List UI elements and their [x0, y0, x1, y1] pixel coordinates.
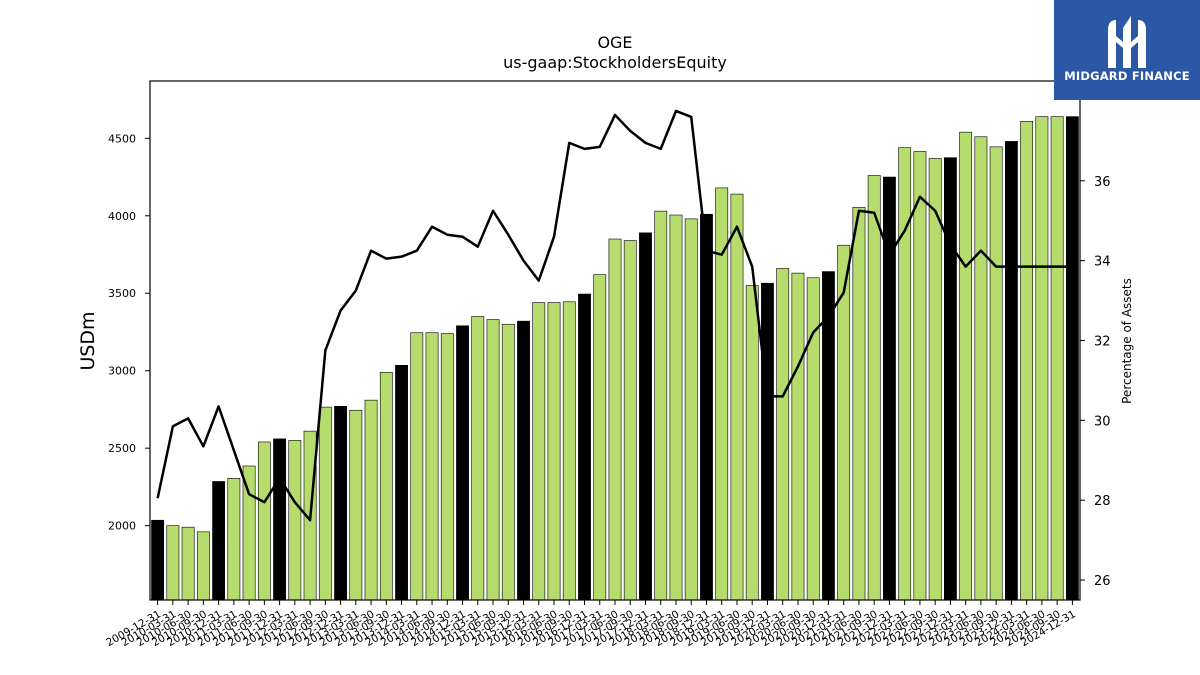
- bar-2014-12-31: [456, 325, 469, 601]
- y2-tick-label: 28: [1094, 494, 1111, 509]
- y2-tick-label: 30: [1094, 414, 1111, 429]
- bar-2013-03-31: [349, 409, 363, 601]
- percentage-line: [156, 109, 1073, 522]
- bar-2010-03-31: [166, 525, 180, 601]
- bar-2018-06-30: [669, 214, 683, 601]
- bar-2016-03-31: [532, 302, 546, 601]
- y-tick-label: 4000: [108, 210, 136, 223]
- y-axis-label: USDm: [77, 311, 99, 370]
- bar-2015-09-30: [501, 323, 515, 601]
- bar-2011-09-30: [257, 441, 271, 601]
- bar-2022-09-30: [928, 158, 942, 601]
- bar-2014-03-31: [410, 332, 424, 601]
- midgard-logo-icon: [1108, 16, 1146, 68]
- bar-2018-03-31: [654, 210, 668, 601]
- y-tick-label: 2000: [108, 520, 136, 533]
- bar-2019-06-30: [730, 193, 744, 601]
- bar-2016-12-31: [578, 293, 591, 601]
- bar-2024-06-30: [1035, 116, 1049, 601]
- bar-2011-06-30: [242, 465, 256, 601]
- x-axis: 2009-12-312010-03-312010-06-302010-09-30…: [104, 600, 1078, 649]
- bar-2024-03-31: [1020, 120, 1034, 601]
- bar-2013-12-31: [395, 364, 408, 601]
- brand-name: MIDGARD FINANCE: [1064, 69, 1190, 83]
- y2-tick-label: 34: [1094, 255, 1111, 270]
- bar-2017-09-30: [623, 240, 637, 601]
- y-axis-left: 2000 2500 3000 3500 4000 4500: [108, 132, 150, 533]
- bar-2022-06-30: [913, 151, 927, 601]
- bar-2010-09-30: [196, 531, 210, 601]
- bar-2011-03-31: [227, 478, 241, 601]
- bar-2013-09-30: [379, 371, 393, 601]
- chart-subtitle: us-gaap:StockholdersEquity: [503, 53, 727, 72]
- bar-2014-09-30: [440, 333, 454, 601]
- bar-2024-09-30: [1050, 116, 1064, 601]
- chart-title: OGE: [597, 33, 632, 52]
- y2-tick-label: 32: [1094, 335, 1111, 350]
- bar-2009-12-31: [151, 519, 165, 601]
- bar-2015-12-31: [517, 320, 530, 601]
- bar-2017-12-31: [639, 232, 652, 601]
- bar-2018-09-30: [684, 218, 698, 601]
- bar-2020-06-30: [791, 272, 805, 601]
- bar-2020-09-30: [806, 277, 820, 601]
- brand-logo: MIDGARD FINANCE: [1054, 0, 1200, 100]
- bar-2016-06-30: [547, 302, 561, 601]
- y-tick-label: 2500: [108, 442, 136, 455]
- bar-2022-12-31: [944, 157, 957, 601]
- bar-series: [151, 116, 1079, 601]
- bar-2010-06-30: [181, 526, 195, 601]
- y-axis-right: 26 28 30 32 34 36: [1080, 175, 1111, 589]
- bar-2020-03-31: [776, 268, 790, 601]
- line-series: [156, 109, 1073, 522]
- bar-2013-06-30: [364, 399, 378, 601]
- y-tick-label: 3500: [108, 287, 136, 300]
- y-tick-label: 4500: [108, 132, 136, 145]
- bar-2012-09-30: [318, 406, 332, 601]
- bar-2023-09-30: [989, 146, 1003, 601]
- y2-axis-label: Percentage of Assets: [1120, 278, 1134, 404]
- y-tick-label: 3000: [108, 365, 136, 378]
- bar-2023-12-31: [1004, 141, 1018, 601]
- bar-2012-03-31: [288, 440, 302, 601]
- bar-2015-03-31: [471, 316, 485, 601]
- bar-2016-09-30: [562, 301, 576, 601]
- bar-2019-09-30: [745, 285, 759, 601]
- bar-2011-12-31: [273, 438, 286, 601]
- bar-2019-12-31: [761, 282, 774, 601]
- bar-2018-12-31: [700, 213, 713, 601]
- bar-2023-03-31: [959, 131, 973, 601]
- bar-2015-06-30: [486, 319, 500, 601]
- bar-2017-06-30: [608, 238, 622, 601]
- bar-2017-03-31: [593, 274, 607, 601]
- bar-2010-12-31: [212, 481, 226, 601]
- bar-2019-03-31: [715, 187, 729, 601]
- bar-2024-12-31: [1065, 116, 1079, 601]
- bar-2021-06-30: [852, 206, 866, 601]
- y2-tick-label: 26: [1094, 574, 1111, 589]
- y2-tick-label: 36: [1094, 175, 1111, 190]
- bar-2012-12-31: [334, 406, 347, 601]
- bar-2014-06-30: [425, 332, 439, 601]
- bar-2021-09-30: [867, 175, 881, 601]
- bar-2022-03-31: [898, 147, 912, 601]
- bar-2023-06-30: [974, 136, 988, 601]
